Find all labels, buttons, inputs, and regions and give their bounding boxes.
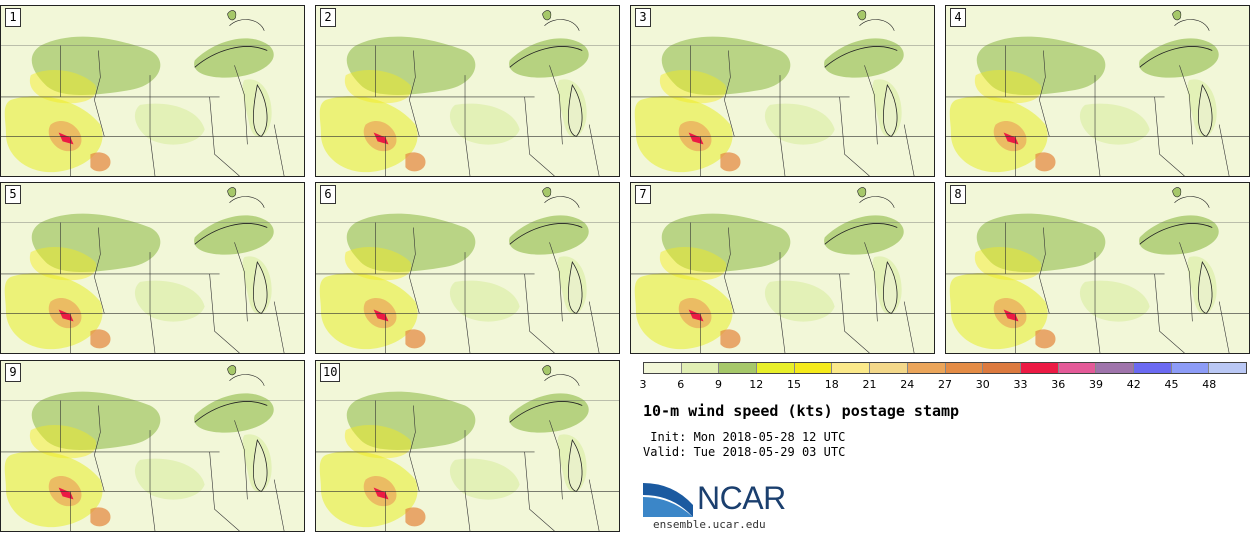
panel-number: 6	[320, 185, 336, 204]
colorbar-tick-label: 6	[677, 378, 685, 391]
wind-speed-map	[1, 361, 304, 531]
colorbar-segment	[719, 363, 758, 373]
colorbar-segment	[757, 363, 795, 373]
colorbar-tick-label: 33	[1013, 378, 1028, 391]
ncar-logo-icon	[643, 483, 693, 517]
wind-speed-map	[631, 183, 934, 353]
colorbar-ticks: 3 6 9 12 15 18 21 24 27 30 33 36 39 42 45 48	[639, 378, 1247, 392]
wind-speed-map	[1, 183, 304, 353]
map-panel: 7	[630, 182, 935, 354]
colorbar-segment	[832, 363, 871, 373]
colorbar-segment	[644, 363, 682, 373]
ncar-logo-text: NCAR	[697, 480, 786, 516]
colorbar-segment	[681, 363, 720, 373]
map-panel: 2	[315, 5, 620, 177]
valid-time: Valid: Tue 2018-05-29 03 UTC	[643, 445, 846, 459]
panel-number: 10	[320, 363, 341, 382]
colorbar-tick-label: 12	[749, 378, 764, 391]
colorbar-segment	[1209, 363, 1246, 373]
panel-number: 4	[950, 8, 966, 27]
wind-speed-map	[946, 183, 1249, 353]
panel-number: 5	[5, 185, 21, 204]
colorbar-segment	[794, 363, 833, 373]
map-panel: 8	[945, 182, 1250, 354]
colorbar-tick-label: 21	[862, 378, 877, 391]
panel-number: 3	[635, 8, 651, 27]
map-panel: 9	[0, 360, 305, 532]
plot-title: 10-m wind speed (kts) postage stamp	[643, 402, 960, 420]
colorbar-tick-label: 48	[1202, 378, 1217, 391]
map-panel: 10	[315, 360, 620, 532]
colorbar-segment	[1020, 363, 1059, 373]
colorbar-tick-label: 30	[975, 378, 990, 391]
wind-speed-map	[316, 6, 619, 176]
colorbar	[643, 362, 1247, 374]
colorbar-segment	[945, 363, 984, 373]
colorbar-segment	[870, 363, 908, 373]
colorbar-tick-label: 39	[1089, 378, 1103, 391]
colorbar-tick-label: 45	[1164, 378, 1179, 391]
wind-speed-map	[316, 361, 619, 531]
wind-speed-map	[316, 183, 619, 353]
colorbar-tick-label: 27	[938, 378, 952, 391]
ensemble-url: ensemble.ucar.edu	[653, 518, 766, 531]
colorbar-tick-label: 15	[787, 378, 801, 391]
panel-number: 8	[950, 185, 966, 204]
map-panel: 4	[945, 5, 1250, 177]
init-time: Init: Mon 2018-05-28 12 UTC	[643, 430, 846, 444]
colorbar-tick-label: 18	[824, 378, 839, 391]
map-panel: 3	[630, 5, 935, 177]
wind-speed-map	[946, 6, 1249, 176]
panel-number: 9	[5, 363, 21, 382]
panel-number: 2	[320, 8, 336, 27]
map-panel: 6	[315, 182, 620, 354]
colorbar-tick-label: 42	[1126, 378, 1141, 391]
colorbar-segment	[907, 363, 946, 373]
colorbar-tick-label: 9	[715, 378, 722, 391]
colorbar-segment	[1096, 363, 1134, 373]
wind-speed-map	[631, 6, 934, 176]
colorbar-tick-label: 3	[639, 378, 647, 391]
panel-number: 7	[635, 185, 651, 204]
colorbar-segment	[1133, 363, 1172, 373]
map-panel: 5	[0, 182, 305, 354]
colorbar-segment	[983, 363, 1021, 373]
colorbar-tick-label: 36	[1051, 378, 1066, 391]
wind-speed-map	[1, 6, 304, 176]
colorbar-tick-label: 24	[900, 378, 915, 391]
panel-number: 1	[5, 8, 21, 27]
colorbar-segment	[1171, 363, 1210, 373]
map-panel: 1	[0, 5, 305, 177]
colorbar-segment	[1058, 363, 1097, 373]
